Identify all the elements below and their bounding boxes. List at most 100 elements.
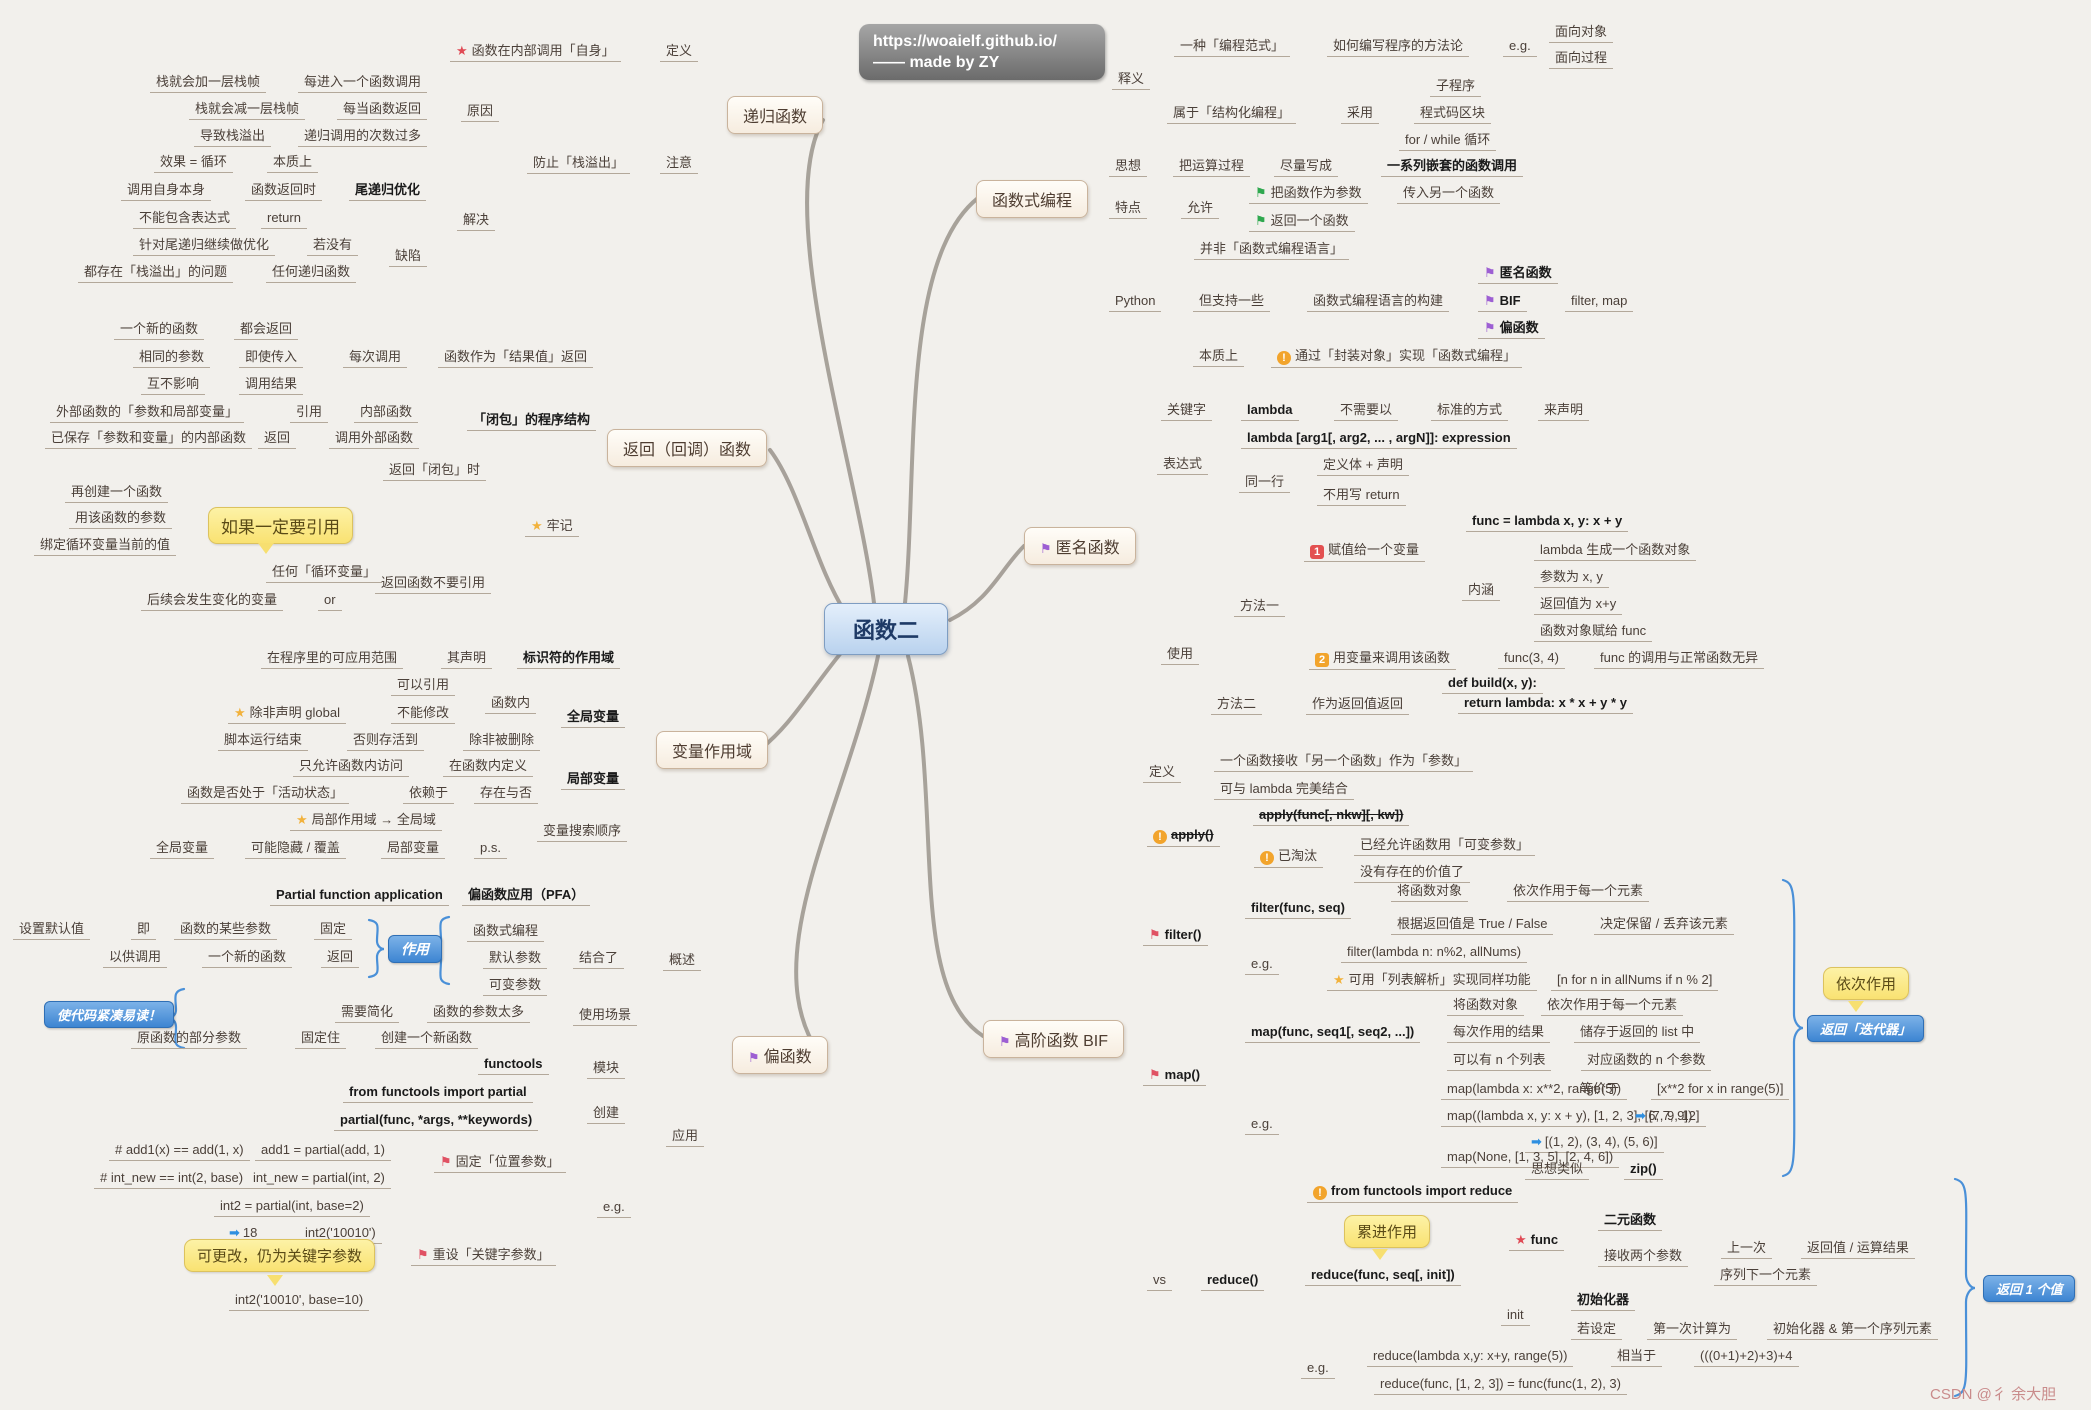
node-lambda-label: 匿名函数: [1055, 540, 1120, 557]
lambda-item: 作为返回值返回: [1306, 695, 1410, 715]
scope-item: 除非被删除: [463, 731, 541, 751]
scope-item: p.s.: [474, 839, 507, 859]
hof-item: 每次作用的结果: [1447, 1023, 1551, 1043]
header-badge: https://woaielf.github.io/ —— made by ZY: [859, 24, 1105, 80]
scope-item: ★ 局部作用域 → 全局域: [290, 811, 442, 831]
label-scenario: 使用场景: [573, 1006, 638, 1026]
map-label-text: map(): [1164, 1067, 1201, 1082]
functional-item-text: 通过「封装对象」实现「函数式编程」: [1295, 348, 1517, 363]
root-node[interactable]: 函数二: [824, 603, 949, 655]
global-var-label: 全局变量: [561, 708, 626, 728]
node-partial[interactable]: ⚑ 偏函数: [732, 1036, 828, 1074]
action-chip[interactable]: 作用: [388, 935, 442, 963]
recursion-item: return: [261, 209, 307, 229]
arrow-icon: ➡: [1531, 1134, 1542, 1149]
recursion-item: 栈就会加一层栈帧: [150, 73, 267, 93]
func-label: ★ func: [1509, 1231, 1565, 1251]
callback-item: 即使传入: [239, 348, 304, 368]
callout-apply-in-turn[interactable]: 依次作用: [1823, 967, 1910, 1000]
one-value-chip[interactable]: 返回 1 个值: [1983, 1275, 2076, 1302]
label-method1: 方法一: [1234, 597, 1286, 617]
purple-flag-icon: ⚑: [748, 1050, 760, 1065]
scope-item: 标识符的作用域: [517, 649, 621, 669]
callback-item: 返回函数不要引用: [375, 574, 492, 594]
lambda-code: func = lambda x, y: x + y: [1466, 512, 1629, 532]
lambda-item: 定义体 + 声明: [1317, 456, 1409, 476]
label-cause: 原因: [461, 102, 500, 122]
lambda-item: lambda 生成一个函数对象: [1534, 541, 1697, 561]
iterator-chip[interactable]: 返回「迭代器」: [1807, 1015, 1925, 1042]
functional-item: ⚑ 把函数作为参数: [1249, 184, 1368, 204]
callback-item: 调用结果: [239, 375, 304, 395]
callout-if-reference[interactable]: 如果一定要引用: [208, 507, 353, 544]
green-flag-icon: ⚑: [1255, 185, 1267, 200]
functional-item: ⚑ 偏函数: [1478, 319, 1545, 339]
lambda-item: 同一行: [1239, 473, 1291, 493]
node-lambda[interactable]: ⚑ 匿名函数: [1024, 527, 1136, 565]
partial-code: int2 = partial(int, base=2): [214, 1197, 370, 1217]
scope-item: 不能修改: [391, 704, 456, 724]
hof-item: 可以有 n 个列表: [1447, 1051, 1552, 1071]
callback-item: 调用外部函数: [329, 429, 420, 449]
scope-item: ★ 除非声明 global: [228, 704, 346, 724]
label-overview: 概述: [663, 951, 702, 971]
hof-item: 没有存在的价值了: [1354, 863, 1471, 883]
label-keyword: 关键字: [1161, 401, 1213, 421]
callback-item: 返回: [258, 429, 297, 449]
apply-syntax: apply(func[, nkw][, kw]): [1253, 806, 1410, 826]
functional-item: ⚑ 匿名函数: [1478, 264, 1558, 284]
callback-item: 互不影响: [141, 375, 206, 395]
hof-item: 思想类似: [1525, 1160, 1590, 1180]
node-scope[interactable]: 变量作用域: [656, 731, 769, 769]
lambda-item: 来声明: [1538, 401, 1590, 421]
node-hof-label: 高阶函数 BIF: [1014, 1033, 1108, 1050]
functional-item: 尽量写成: [1274, 157, 1339, 177]
lambda-item: lambda: [1241, 401, 1299, 421]
callout-accumulate[interactable]: 累进作用: [1344, 1215, 1431, 1248]
hof-item: zip(): [1624, 1160, 1663, 1180]
node-recursion[interactable]: 递归函数: [727, 96, 824, 134]
partial-item: 偏函数应用（PFA）: [462, 886, 591, 906]
recursion-item: 栈就会减一层栈帧: [189, 100, 306, 120]
lambda-step1: 1 赋值给一个变量: [1304, 541, 1426, 562]
recursion-item: 若没有: [307, 236, 359, 256]
map-syntax: map(func, seq1[, seq2, ...]): [1245, 1023, 1421, 1043]
callback-item: 相同的参数: [133, 348, 211, 368]
tail-recursion-label: 尾递归优化: [349, 181, 427, 201]
callback-item: 外部函数的「参数和局部变量」: [50, 403, 245, 423]
node-hof[interactable]: ⚑ 高阶函数 BIF: [983, 1020, 1124, 1058]
lambda-code: def build(x, y):: [1442, 674, 1543, 694]
partial-item: 原函数的部分参数: [131, 1029, 248, 1049]
hof-item: 将函数对象: [1391, 882, 1469, 902]
functional-item-text: 偏函数: [1499, 320, 1539, 335]
callback-item: 引用: [290, 403, 329, 423]
label-eg: e.g.: [1301, 1359, 1335, 1379]
callout-keyword-arg[interactable]: 可更改，仍为关键字参数: [184, 1239, 376, 1272]
reduce-item: 初始化器 & 第一个序列元素: [1767, 1320, 1938, 1340]
reduce-code: reduce(func, [1, 2, 3]) = func(func(1, 2…: [1374, 1375, 1627, 1395]
functional-item: 但支持一些: [1193, 292, 1271, 312]
functional-item: 把运算过程: [1173, 157, 1251, 177]
callback-item: 后续会发生变化的变量: [141, 591, 284, 611]
callback-item: 绑定循环变量当前的值: [34, 536, 177, 556]
local-var-label: 局部变量: [561, 770, 626, 790]
node-functional[interactable]: 函数式编程: [976, 180, 1089, 218]
purple-flag-icon: ⚑: [1484, 320, 1496, 335]
partial-item: ⚑ 重设「关键字参数」: [411, 1246, 556, 1266]
functional-item-text: BIF: [1499, 293, 1521, 308]
node-callback[interactable]: 返回（回调）函数: [607, 429, 768, 467]
note-chip[interactable]: 使代码紧凑易读！: [44, 1001, 175, 1028]
reduce-label: reduce(): [1201, 1271, 1265, 1291]
partial-item: 固定住: [295, 1029, 347, 1049]
partial-item: 以供调用: [103, 948, 168, 968]
callback-item: 一个新的函数: [114, 320, 205, 340]
hof-item: 决定保留 / 丢弃该元素: [1594, 915, 1734, 935]
partial-code: int_new = partial(int, 2): [247, 1169, 391, 1189]
red-flag-icon: ⚑: [440, 1154, 452, 1169]
lambda-step1-text: 赋值给一个变量: [1328, 542, 1420, 557]
functional-item: 采用: [1341, 104, 1380, 124]
functional-item: ! 通过「封装对象」实现「函数式编程」: [1271, 347, 1523, 368]
red-flag-icon: ⚑: [1149, 927, 1161, 942]
functional-item: 一系列嵌套的函数调用: [1381, 157, 1524, 177]
label-expression: 表达式: [1157, 455, 1209, 475]
